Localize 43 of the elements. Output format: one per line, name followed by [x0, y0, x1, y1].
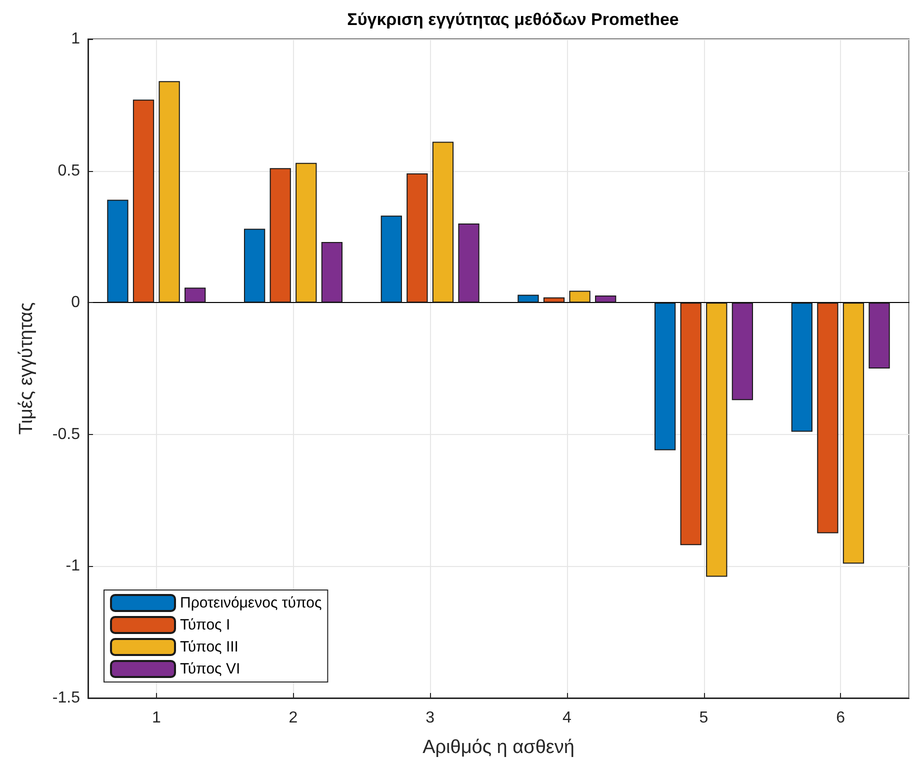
legend-label: Τύπος VI [180, 660, 240, 678]
bar [380, 216, 402, 303]
bar [432, 142, 454, 303]
bar [842, 302, 864, 564]
legend-label: Προτεινόμενος τύπος [180, 594, 322, 612]
bar [595, 295, 616, 303]
legend-label: Τύπος III [180, 638, 238, 656]
bar [518, 294, 539, 303]
x-tick-label: 3 [426, 710, 435, 726]
bar [406, 173, 428, 303]
bar [868, 302, 890, 368]
y-tick-label: -1 [66, 558, 80, 575]
y-tick-label: 0.5 [58, 162, 80, 180]
bar [296, 162, 317, 303]
x-axis-title: Αριθμός η ασθενή [422, 737, 574, 758]
bar [321, 242, 343, 303]
y-axis-title: Τιμές εγγύτητας [16, 302, 37, 435]
x-tick-label: 1 [152, 710, 161, 726]
bar [569, 290, 590, 303]
bar [732, 302, 754, 400]
bar [791, 302, 812, 432]
bar [107, 200, 128, 303]
chart-title: Σύγκριση εγγύτητας μεθόδων Promethee [347, 10, 679, 29]
bar [184, 288, 206, 303]
bar [132, 100, 154, 303]
y-tick-label: 1 [71, 30, 80, 48]
bar [158, 81, 180, 303]
bar [244, 228, 266, 303]
legend-label: Τύπος I [180, 616, 230, 634]
bar [270, 168, 291, 303]
y-tick-label: -1.5 [52, 690, 80, 706]
bar [706, 302, 728, 577]
bar [458, 224, 480, 303]
x-tick-label: 6 [836, 710, 846, 726]
bar [543, 297, 565, 303]
bar [817, 302, 838, 534]
bar [654, 302, 676, 450]
y-tick-label: 0 [71, 294, 80, 312]
y-tick-label: -0.5 [52, 426, 80, 443]
bar [680, 302, 702, 546]
x-tick-label: 5 [699, 710, 708, 726]
x-tick-label: 4 [562, 710, 572, 726]
x-tick-label: 2 [288, 710, 298, 726]
